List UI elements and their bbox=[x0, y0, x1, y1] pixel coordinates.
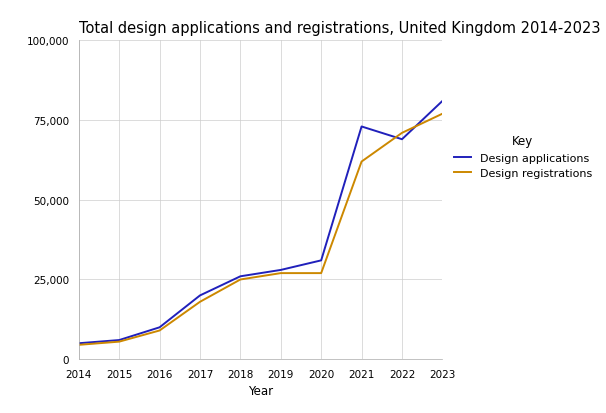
Design registrations bbox=[277, 271, 284, 276]
Design registrations bbox=[237, 278, 244, 282]
Design applications bbox=[358, 125, 365, 130]
Design applications bbox=[196, 293, 204, 298]
Design applications bbox=[75, 341, 82, 346]
Design registrations bbox=[358, 160, 365, 165]
Design applications bbox=[116, 338, 123, 343]
Design registrations bbox=[318, 271, 325, 276]
X-axis label: Year: Year bbox=[248, 385, 273, 397]
Design registrations bbox=[398, 131, 405, 136]
Design applications bbox=[277, 268, 284, 273]
Design applications bbox=[318, 258, 325, 263]
Design applications bbox=[439, 99, 446, 104]
Design registrations bbox=[156, 328, 163, 333]
Design registrations bbox=[196, 299, 204, 304]
Design applications bbox=[156, 325, 163, 330]
Design applications bbox=[398, 138, 405, 142]
Design registrations bbox=[116, 339, 123, 344]
Design registrations bbox=[439, 112, 446, 117]
Line: Design applications: Design applications bbox=[79, 102, 442, 344]
Legend: Design applications, Design registrations: Design applications, Design registration… bbox=[450, 131, 596, 183]
Design registrations bbox=[75, 342, 82, 347]
Text: Total design applications and registrations, United Kingdom 2014-2023: Total design applications and registrati… bbox=[79, 21, 601, 36]
Design applications bbox=[237, 274, 244, 279]
Line: Design registrations: Design registrations bbox=[79, 114, 442, 345]
